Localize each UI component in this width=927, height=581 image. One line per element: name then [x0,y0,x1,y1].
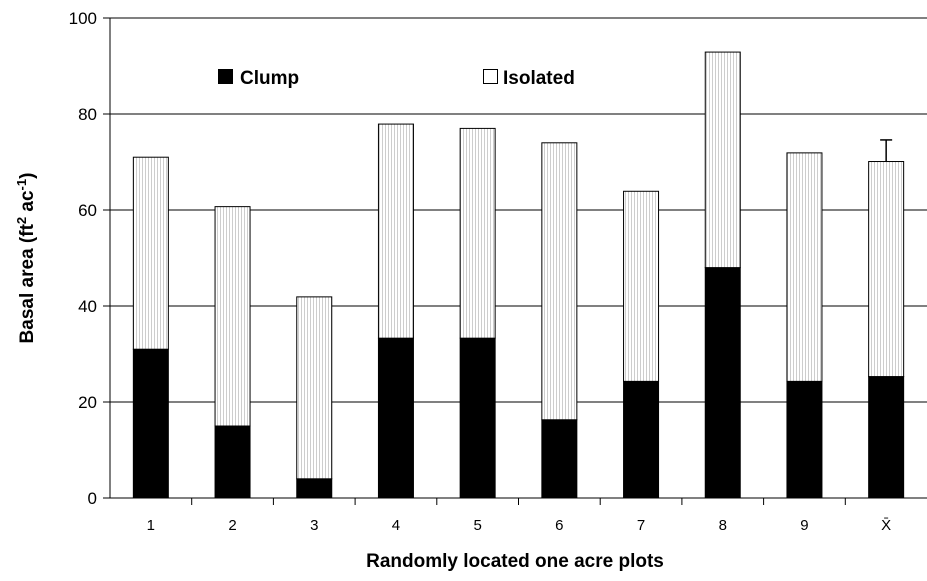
bars [132,51,905,499]
x-tick-label: 5 [473,517,481,534]
bar-clump [704,267,741,499]
bar-clump [296,478,333,499]
bar-clump [623,380,660,499]
x-tick-label: 9 [800,517,808,534]
bar-clump [132,348,169,499]
y-tick-labels: 0 20 40 60 80 100 [69,9,97,508]
x-axis-title: Randomly located one acre plots [366,551,664,572]
x-tick-label: 8 [719,517,727,534]
bar-isolated [868,161,905,378]
x-tick-label: X̄ [881,517,891,534]
x-tick-label: 7 [637,517,645,534]
legend: Clump Isolated [218,68,575,89]
bar-isolated [296,296,333,480]
legend-label-isolated: Isolated [503,68,575,89]
x-tick-label: 6 [555,517,563,534]
bar-isolated [786,152,823,382]
x-tick-label: 4 [392,517,400,534]
bar-isolated [541,142,578,421]
legend-label-clump: Clump [240,68,299,89]
legend-swatch-clump [218,69,233,84]
bar-clump [541,419,578,499]
bar-isolated [704,51,741,269]
y-tick-label: 80 [78,105,97,124]
legend-swatch-isolated [483,69,498,84]
x-tick-label: 3 [310,517,318,534]
y-tick-label: 40 [78,297,97,316]
x-tick-label: 2 [228,517,236,534]
y-axis-title: Basal area (ft2 ac-1) [14,173,38,344]
bar-clump [786,380,823,499]
bar-isolated [459,127,496,339]
y-tick-label: 60 [78,201,97,220]
bar-clump [459,337,496,499]
bar-clump [377,337,414,499]
bar-clump [214,425,251,499]
y-tick-label: 100 [69,9,97,28]
bar-isolated [132,156,169,350]
bar-clump [868,376,905,499]
bar-isolated [377,123,414,339]
x-tick-labels: 1 2 3 4 5 6 7 8 9 X̄ [147,517,891,534]
y-tick-label: 0 [88,489,97,508]
bar-isolated [214,206,251,427]
axes [103,17,927,505]
y-tick-label: 20 [78,393,97,412]
x-tick-label: 1 [147,517,155,534]
bar-isolated [623,190,660,382]
